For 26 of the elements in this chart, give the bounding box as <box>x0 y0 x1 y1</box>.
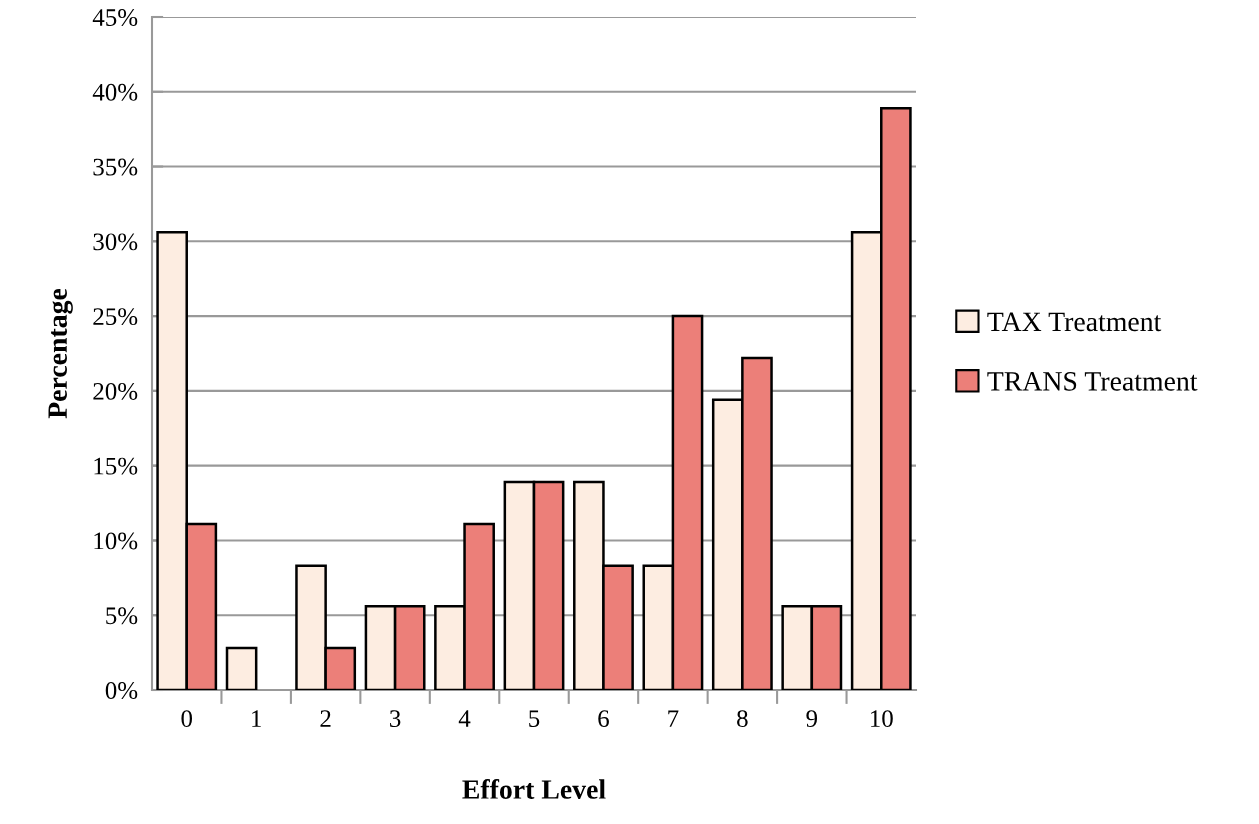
legend-label: TRANS Treatment <box>987 372 1198 391</box>
x-tick-label: 0 <box>181 710 193 728</box>
x-tick-label: 3 <box>390 710 401 728</box>
x-tick-label: 1 <box>252 710 261 727</box>
legend-label: TAX Treatment <box>987 312 1162 332</box>
y-tick-label: 0% <box>105 682 138 699</box>
x-tick-label: 8 <box>737 710 748 728</box>
x-tick-label: 7 <box>668 710 679 727</box>
y-tick-label: 10% <box>94 532 138 550</box>
y-tick-label: 25% <box>93 308 138 326</box>
x-tick-label: 9 <box>806 710 818 728</box>
y-tick-label: 35% <box>93 158 138 176</box>
x-tick-label: 10 <box>870 710 893 728</box>
y-tick-label: 5% <box>106 607 138 625</box>
y-tick-label: 40% <box>92 83 138 101</box>
y-tick-label: 30% <box>93 233 138 251</box>
x-tick-label: 4 <box>458 710 471 727</box>
x-tick-label: 6 <box>598 710 609 728</box>
x-axis-title: Effort Level <box>462 779 606 799</box>
bar <box>225 646 258 690</box>
y-tick-label: 15% <box>94 457 138 475</box>
y-axis-title: Percentage <box>48 288 73 419</box>
x-tick-label: 2 <box>320 710 331 727</box>
x-tick-label: 5 <box>529 710 540 728</box>
y-tick-label: 45% <box>92 9 138 26</box>
y-tick-label: 20% <box>93 382 138 400</box>
